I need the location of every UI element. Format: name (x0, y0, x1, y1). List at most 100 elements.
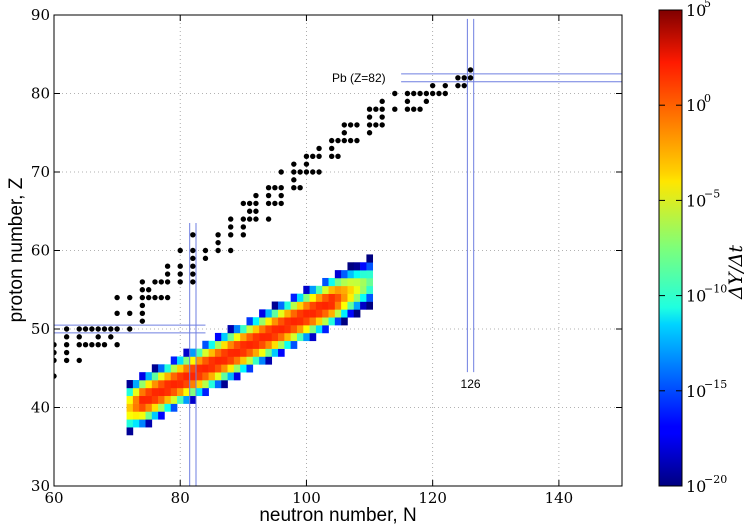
stable-isotope-point (265, 216, 272, 222)
heatmap-cell (360, 293, 367, 302)
stable-isotope-point (379, 114, 385, 120)
heatmap-cell (214, 372, 222, 381)
heatmap-cell (164, 380, 172, 389)
heatmap-cell (227, 325, 235, 334)
heatmap-cell (126, 419, 134, 428)
heatmap-cell (196, 387, 203, 397)
stable-isotope-point (328, 153, 335, 159)
stable-isotope-point (366, 122, 373, 128)
heatmap-cell (353, 293, 361, 302)
heatmap-cell (303, 325, 310, 334)
heatmap-cell (296, 293, 304, 302)
heatmap-cell (334, 309, 342, 318)
heatmap-cell (303, 317, 310, 326)
heatmap-cell (278, 301, 285, 310)
heatmap-cell (347, 285, 355, 294)
stable-isotope-point (95, 342, 101, 348)
heatmap-cell (303, 332, 310, 342)
stable-isotope-point (76, 326, 82, 332)
heatmap-cell (259, 317, 266, 326)
stable-isotope-point (190, 247, 196, 254)
stable-isotope-point (101, 342, 108, 348)
heatmap-cell (296, 325, 304, 334)
heatmap-cell (214, 340, 222, 349)
stable-isotope-point (139, 310, 146, 316)
heatmap-cell (202, 364, 209, 373)
heatmap-cell (208, 380, 216, 389)
heatmap-cell (151, 403, 159, 412)
heatmap-cell (271, 325, 279, 334)
heatmap-cell (265, 325, 273, 334)
stable-isotope-point (278, 185, 284, 191)
heatmap-cell (151, 387, 159, 397)
stable-isotope-point (228, 247, 234, 254)
heatmap-cell (278, 348, 285, 357)
heatmap-cell (334, 293, 342, 302)
heatmap-cell (132, 403, 140, 412)
heatmap-cell (196, 380, 203, 389)
heatmap-cell (126, 380, 134, 389)
heatmap-cell (284, 332, 291, 342)
heatmap-cell (139, 372, 146, 381)
stable-isotope-point (76, 357, 82, 364)
heatmap-cell (202, 372, 209, 381)
heatmap-cell (315, 301, 323, 310)
stable-isotope-point (291, 161, 297, 167)
heatmap-cell (145, 395, 153, 404)
heatmap-cell (246, 340, 254, 349)
stable-isotope-point (392, 106, 398, 112)
heatmap-cell (309, 309, 317, 318)
stable-isotope-point (202, 255, 209, 262)
heatmap-cell (189, 395, 197, 404)
heatmap-cell (271, 348, 279, 357)
heatmap-cell (290, 301, 298, 310)
stable-isotope-point (177, 263, 183, 269)
heatmap-cell (259, 356, 266, 365)
x-axis-label: neutron number, N (259, 505, 416, 526)
heatmap-cell (196, 356, 203, 365)
heatmap-cell (309, 332, 317, 342)
heatmap-cell (334, 285, 342, 294)
stable-isotope-point (335, 137, 341, 144)
stable-isotope-point (328, 145, 335, 152)
stable-isotope-point (354, 137, 360, 144)
heatmap-cell (208, 348, 216, 357)
stable-isotope-point (442, 82, 448, 89)
heatmap-cell (322, 301, 329, 310)
stable-isotope-point (467, 75, 474, 81)
heatmap-cell (328, 301, 336, 310)
y-tick-label: 80 (31, 85, 50, 103)
heatmap-cell (328, 277, 336, 287)
x-tick-label: 120 (418, 489, 447, 507)
heatmap-cell (341, 293, 348, 302)
stable-isotope-point (341, 130, 348, 136)
x-tick-label: 80 (171, 489, 190, 507)
heatmap-cell (334, 317, 342, 326)
stable-isotope-point (366, 114, 373, 120)
stable-isotope-point (373, 122, 379, 128)
heatmap-cell (252, 325, 260, 334)
heatmap-cell (360, 277, 367, 287)
heatmap-cell (252, 348, 260, 357)
x-tick-label: 60 (44, 489, 63, 507)
stable-isotope-point (114, 326, 120, 332)
stable-isotope-point (379, 98, 385, 105)
stable-isotope-point (177, 271, 183, 277)
colorbar-tick-exponent: −5 (704, 187, 720, 200)
heatmap-cell (353, 301, 361, 310)
stable-isotope-point (272, 200, 278, 207)
heatmap-cell (296, 332, 304, 342)
heatmap-cell (347, 262, 355, 271)
heatmap-cell (347, 277, 355, 287)
stable-isotope-point (95, 326, 101, 332)
stable-isotope-point (354, 122, 360, 128)
heatmap-cell (132, 419, 140, 428)
stable-isotope-point (76, 342, 82, 348)
stable-isotope-point (190, 232, 196, 238)
heatmap-cell (271, 332, 279, 342)
heatmap-cell (208, 356, 216, 365)
abundance-heatmap (126, 254, 374, 436)
heatmap-cell (170, 364, 178, 373)
heatmap-cell (366, 277, 374, 287)
heatmap-cell (303, 285, 310, 294)
